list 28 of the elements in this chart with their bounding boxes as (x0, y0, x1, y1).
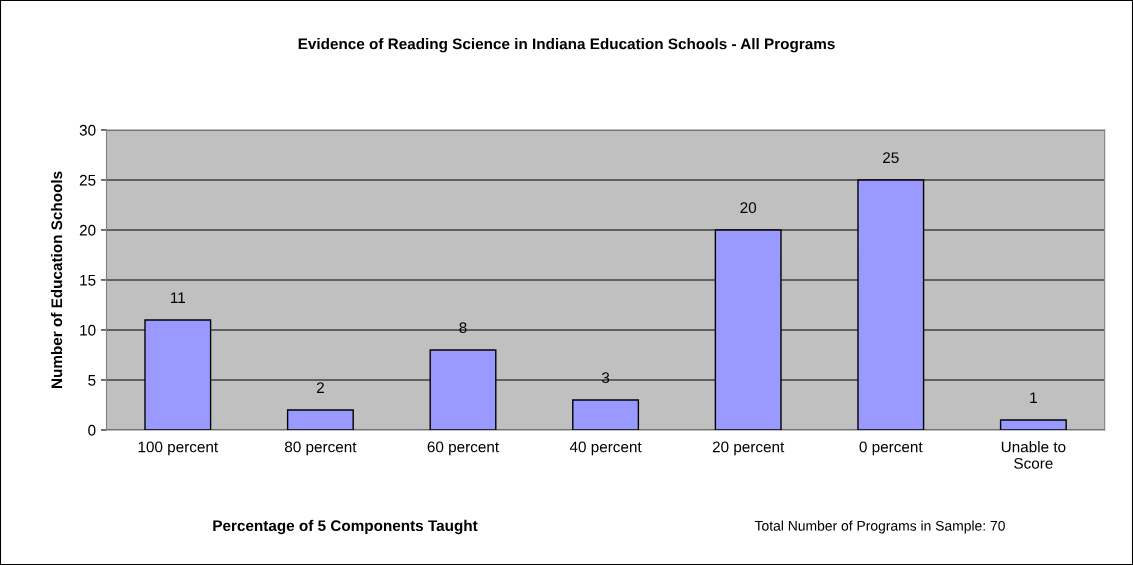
bar (999, 419, 1067, 430)
data-label: 11 (171, 292, 185, 303)
x-axis-title: Percentage of 5 Components Taught (213, 519, 478, 535)
y-tick-label: 15 (80, 274, 96, 286)
x-tick-label: 0 percent (859, 441, 923, 456)
data-label: 1 (1030, 392, 1037, 403)
x-tick-label: Unable to Score (1001, 441, 1066, 469)
data-label: 25 (883, 152, 899, 164)
data-label: 20 (740, 202, 757, 214)
chart-title: Evidence of Reading Science in Indiana Education Schools - All Programs (298, 38, 835, 53)
y-tick-label: 25 (79, 174, 96, 186)
y-tick-label: 10 (80, 324, 96, 336)
data-label: 8 (459, 322, 467, 334)
x-tick-label: 60 percent (427, 441, 499, 456)
y-tick-label: 20 (79, 224, 96, 236)
y-tick-label: 5 (88, 374, 96, 386)
x-tick-label: 40 percent (569, 441, 642, 456)
bar (286, 409, 354, 430)
x-tick-label: 80 percent (284, 441, 357, 456)
y-axis-title: Number of Education Schools (50, 171, 63, 388)
x-tick-label: 20 percent (712, 441, 785, 456)
y-tick-label: 0 (88, 424, 96, 436)
text: Total Number of Programs in Sample: 70 (754, 520, 1005, 534)
bar (572, 399, 640, 430)
y-tick-label: 30 (79, 124, 96, 136)
data-label: 2 (316, 382, 324, 393)
x-tick-label: 100 percent (138, 441, 219, 456)
data-label: 3 (601, 372, 610, 384)
